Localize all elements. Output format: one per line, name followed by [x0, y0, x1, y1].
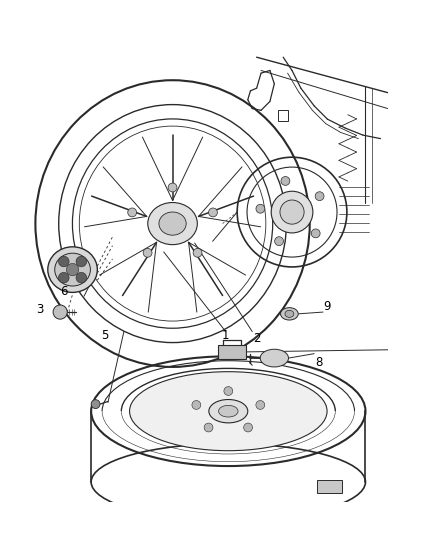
Circle shape: [208, 208, 217, 217]
Circle shape: [204, 423, 213, 432]
Ellipse shape: [280, 308, 298, 320]
Ellipse shape: [219, 406, 238, 417]
Circle shape: [143, 248, 152, 257]
Circle shape: [275, 237, 283, 246]
Circle shape: [192, 400, 201, 409]
Ellipse shape: [55, 253, 90, 286]
Circle shape: [244, 423, 252, 432]
Ellipse shape: [285, 310, 294, 317]
Circle shape: [256, 400, 265, 409]
Circle shape: [59, 256, 69, 267]
Circle shape: [67, 263, 79, 276]
Text: 1: 1: [222, 329, 230, 343]
Ellipse shape: [48, 247, 97, 293]
Ellipse shape: [280, 200, 304, 224]
Circle shape: [91, 400, 100, 408]
Ellipse shape: [159, 212, 186, 235]
Ellipse shape: [53, 305, 67, 319]
Circle shape: [256, 204, 265, 213]
Text: 5: 5: [101, 329, 108, 343]
Circle shape: [311, 229, 320, 238]
Circle shape: [128, 208, 137, 217]
Text: 8: 8: [315, 356, 322, 369]
Circle shape: [76, 256, 87, 267]
Circle shape: [193, 248, 202, 257]
Text: 2: 2: [253, 332, 260, 345]
Ellipse shape: [130, 372, 327, 451]
Circle shape: [315, 192, 324, 200]
Text: 3: 3: [36, 303, 43, 316]
Ellipse shape: [271, 191, 313, 233]
Circle shape: [224, 386, 233, 395]
Ellipse shape: [148, 203, 198, 245]
FancyBboxPatch shape: [317, 480, 342, 492]
FancyBboxPatch shape: [218, 345, 246, 359]
Text: 9: 9: [324, 300, 331, 313]
Circle shape: [168, 183, 177, 192]
Text: 6: 6: [60, 285, 67, 298]
Ellipse shape: [209, 400, 248, 423]
Circle shape: [59, 272, 69, 283]
Ellipse shape: [260, 349, 289, 367]
Circle shape: [76, 272, 87, 283]
Circle shape: [281, 176, 290, 185]
